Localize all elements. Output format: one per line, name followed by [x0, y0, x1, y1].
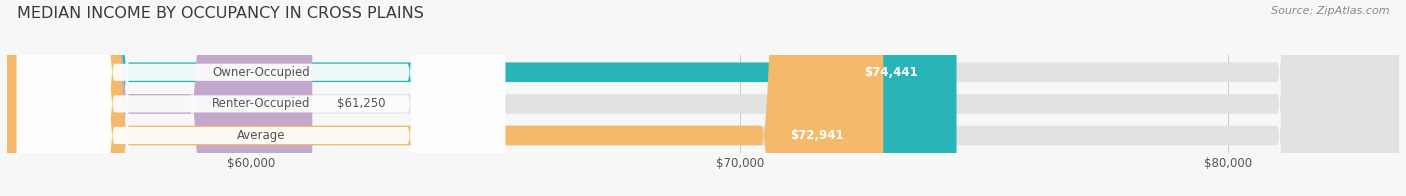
- Text: Average: Average: [236, 129, 285, 142]
- Text: Renter-Occupied: Renter-Occupied: [212, 97, 311, 110]
- FancyBboxPatch shape: [7, 0, 1399, 196]
- Text: Source: ZipAtlas.com: Source: ZipAtlas.com: [1271, 6, 1389, 16]
- FancyBboxPatch shape: [17, 0, 505, 196]
- FancyBboxPatch shape: [7, 0, 883, 196]
- FancyBboxPatch shape: [17, 0, 505, 196]
- Text: Owner-Occupied: Owner-Occupied: [212, 66, 309, 79]
- FancyBboxPatch shape: [7, 0, 1399, 196]
- Text: MEDIAN INCOME BY OCCUPANCY IN CROSS PLAINS: MEDIAN INCOME BY OCCUPANCY IN CROSS PLAI…: [17, 6, 423, 21]
- FancyBboxPatch shape: [7, 0, 312, 196]
- FancyBboxPatch shape: [17, 0, 505, 196]
- FancyBboxPatch shape: [7, 0, 1399, 196]
- Text: $74,441: $74,441: [863, 66, 918, 79]
- Text: $61,250: $61,250: [336, 97, 385, 110]
- FancyBboxPatch shape: [7, 0, 956, 196]
- Text: $72,941: $72,941: [790, 129, 844, 142]
